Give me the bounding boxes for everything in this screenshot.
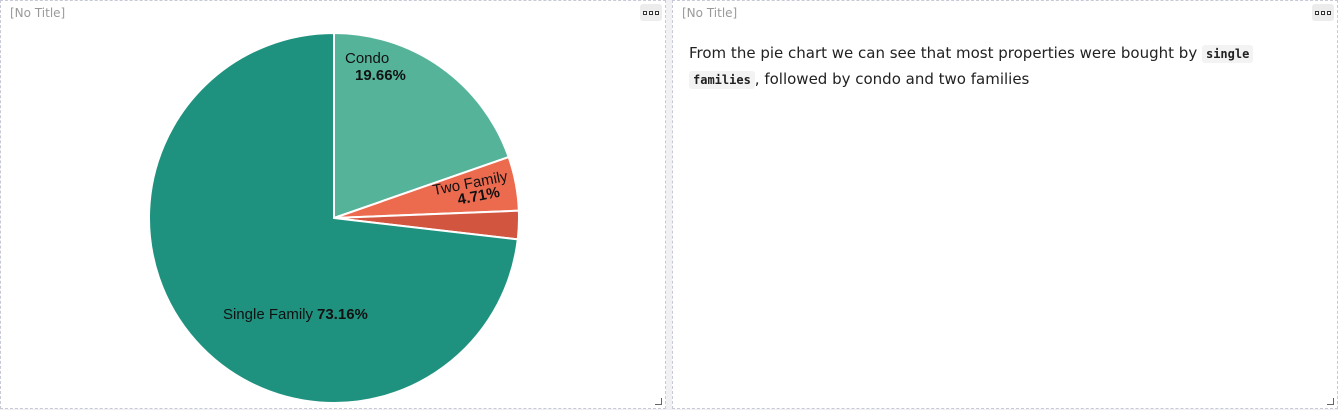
- resize-handle[interactable]: [655, 398, 662, 405]
- note-text-start: From the pie chart we can see that most …: [689, 44, 1202, 62]
- menu-dot-icon: [643, 10, 647, 15]
- resize-handle[interactable]: [1327, 398, 1334, 405]
- pie-slice: [148, 31, 519, 404]
- panel-title: [No Title]: [682, 6, 738, 20]
- panel-menu-button[interactable]: [1312, 4, 1334, 21]
- menu-dot-icon: [649, 10, 653, 15]
- panel-title: [No Title]: [10, 6, 66, 20]
- menu-dot-icon: [1327, 10, 1331, 15]
- note-text: From the pie chart we can see that most …: [689, 41, 1289, 93]
- slice-label: Single Family: [223, 306, 314, 323]
- note-text-end: , followed by condo and two families: [754, 70, 1030, 88]
- panel-menu-button[interactable]: [640, 4, 662, 21]
- slice-percent-label: 19.66%: [355, 67, 406, 84]
- text-panel: [No Title] From the pie chart we can see…: [672, 0, 1338, 409]
- menu-dot-icon: [1315, 10, 1319, 15]
- chart-panel: [No Title] Condo 19.66% Two Family 4.71% Sin…: [0, 0, 666, 409]
- inline-code: families: [689, 71, 755, 89]
- menu-dot-icon: [1321, 10, 1325, 15]
- slice-percent-label: 73.16%: [317, 306, 368, 323]
- inline-code: single: [1201, 45, 1254, 63]
- slice-label: Condo: [345, 50, 389, 67]
- menu-dot-icon: [655, 10, 659, 15]
